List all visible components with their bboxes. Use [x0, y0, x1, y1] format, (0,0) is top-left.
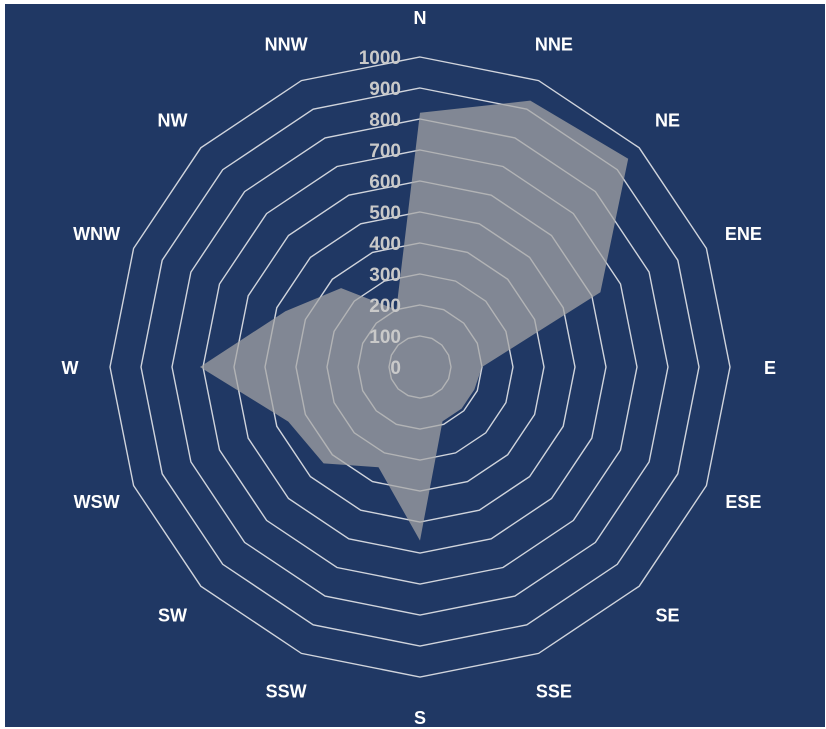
- tick-label-300: 300: [369, 265, 401, 286]
- tick-label-0: 0: [390, 358, 401, 379]
- direction-label-WNW: WNW: [73, 224, 120, 244]
- grid-ring-900: [140, 87, 700, 647]
- direction-labels: N NNE NE ENE E ESE SE SSE S SSW SW WSW W WNW NW NNW: [62, 8, 777, 727]
- direction-label-NE: NE: [655, 111, 680, 131]
- grid-ring-1000: [109, 56, 731, 678]
- direction-label-SSE: SSE: [536, 681, 572, 701]
- tick-label-1000: 1000: [359, 48, 401, 69]
- direction-label-SE: SE: [655, 606, 679, 626]
- tick-label-500: 500: [369, 203, 401, 224]
- series-area-0: [199, 100, 629, 541]
- direction-label-SW: SW: [158, 606, 187, 626]
- direction-label-E: E: [764, 358, 776, 378]
- direction-label-N: N: [414, 8, 427, 28]
- radial-tick-labels: 0 100 200 300 400 500 600 700 800 900 1000: [359, 48, 401, 379]
- direction-label-NW: NW: [158, 111, 188, 131]
- tick-label-800: 800: [369, 110, 401, 131]
- tick-label-700: 700: [369, 141, 401, 162]
- radar-chart: 0 100 200 300 400 500 600 700 800 900 1000 N NNE NE E…: [62, 8, 777, 727]
- tick-label-200: 200: [369, 296, 401, 317]
- series-area-group: [199, 100, 629, 541]
- direction-label-SSW: SSW: [266, 681, 307, 701]
- direction-label-NNW: NNW: [265, 35, 308, 55]
- tick-label-900: 900: [369, 79, 401, 100]
- direction-label-WSW: WSW: [74, 492, 120, 512]
- radar-chart-frame: 0 100 200 300 400 500 600 700 800 900 1000 N NNE NE E…: [5, 4, 825, 727]
- direction-label-ESE: ESE: [725, 492, 761, 512]
- tick-label-400: 400: [369, 234, 401, 255]
- direction-label-S: S: [414, 708, 426, 727]
- direction-label-ENE: ENE: [725, 224, 762, 244]
- direction-label-W: W: [62, 358, 79, 378]
- direction-label-NNE: NNE: [535, 35, 573, 55]
- grid-ring-800: [171, 118, 669, 616]
- tick-label-100: 100: [369, 327, 401, 348]
- tick-label-600: 600: [369, 172, 401, 193]
